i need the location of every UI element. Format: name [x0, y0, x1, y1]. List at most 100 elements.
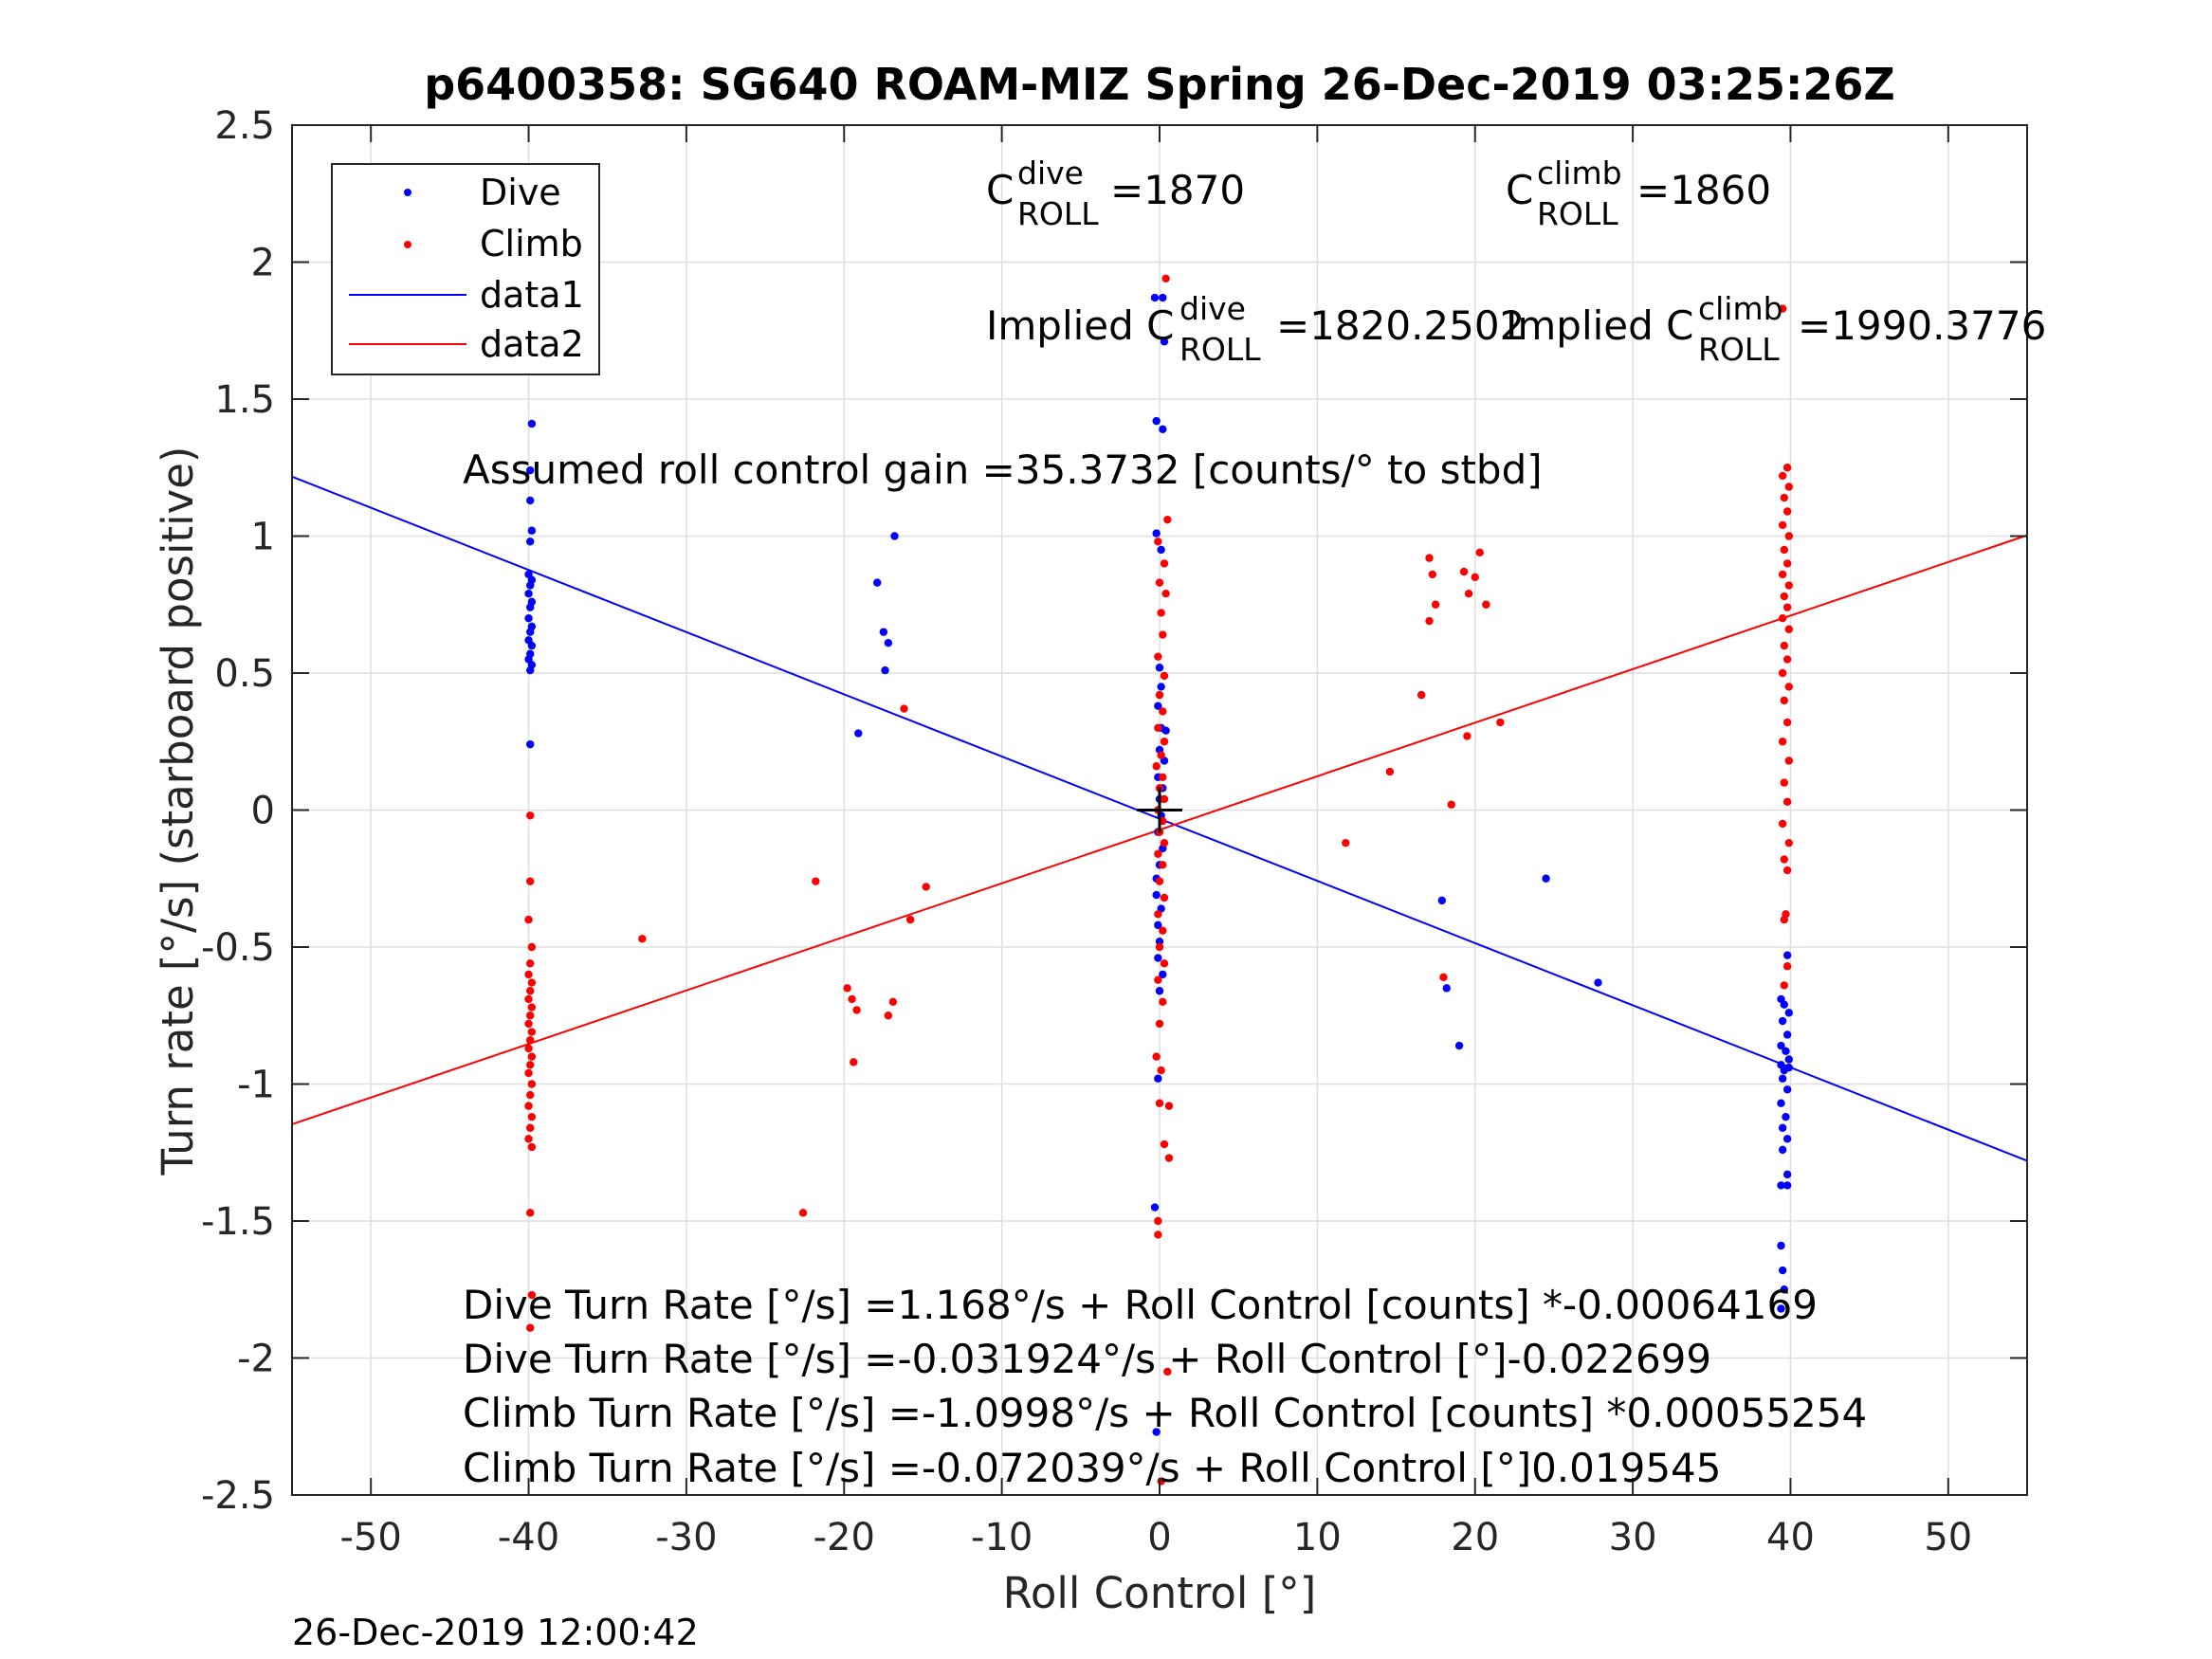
- dive-point: [1150, 1203, 1160, 1212]
- climb-point: [1159, 707, 1167, 716]
- dive-point: [1161, 726, 1170, 735]
- dive-point: [1160, 337, 1169, 346]
- climb-point: [1780, 545, 1789, 555]
- x-tick-label: -50: [340, 1516, 402, 1559]
- climb-point: [1784, 483, 1793, 491]
- dive-point: [1777, 1181, 1785, 1190]
- dive-point: [1159, 425, 1167, 433]
- dive-point: [1437, 896, 1446, 905]
- climb-point: [526, 1012, 535, 1020]
- tick-labels: -50 -40 -30 -20 -10 0 10 20 30 40 50 2.5 2 1.5 1 0.5 0 -0…: [201, 104, 1972, 1559]
- climb-point: [1782, 866, 1792, 875]
- climb-point: [1159, 773, 1167, 782]
- dive-point: [1154, 702, 1162, 710]
- implied-climb-sup: climb: [1698, 290, 1783, 327]
- climb-point: [1482, 600, 1490, 609]
- implied-dive-sub: ROLL: [1179, 331, 1261, 368]
- climb-point: [1159, 997, 1167, 1007]
- climb-point: [1425, 616, 1434, 626]
- climb-point: [1163, 515, 1172, 524]
- climb-point: [1160, 838, 1169, 848]
- climb-point: [1154, 1216, 1162, 1226]
- x-tick-label: -10: [971, 1516, 1033, 1559]
- climb-point: [1463, 732, 1472, 740]
- climb-point: [527, 1080, 537, 1088]
- legend-data2-label: data2: [480, 323, 584, 365]
- climb-point: [1428, 570, 1437, 579]
- dive-point: [1152, 1428, 1161, 1436]
- climb-point: [1475, 548, 1484, 557]
- dive-point: [1777, 1304, 1785, 1313]
- climb-point: [524, 970, 533, 979]
- dive-point: [873, 578, 882, 587]
- c-dive-sup: dive: [1017, 155, 1084, 191]
- dive-point: [1157, 683, 1165, 691]
- climb-point: [524, 1068, 533, 1078]
- climb-point: [1425, 554, 1434, 562]
- climb-point: [1782, 797, 1792, 807]
- implied-dive-annotation: Implied C dive ROLL =1820.2502: [986, 290, 1525, 368]
- dive-point: [526, 496, 535, 505]
- climb-point: [1778, 668, 1787, 678]
- climb-point: [1496, 718, 1505, 727]
- dive-point: [1780, 1000, 1789, 1009]
- legend-data1-label: data1: [480, 274, 584, 316]
- climb-point: [1163, 1367, 1172, 1376]
- climb-point: [850, 1058, 858, 1066]
- climb-counts-equation: Climb Turn Rate [°/s] =-1.0998°/s + Roll…: [463, 1390, 1867, 1436]
- climb-point: [1342, 838, 1350, 848]
- dive-point: [1778, 1266, 1787, 1275]
- climb-point: [1784, 838, 1793, 848]
- dive-point: [890, 532, 899, 540]
- dive-point: [1782, 1170, 1792, 1179]
- climb-point: [1780, 981, 1789, 990]
- dive-point: [1778, 1016, 1787, 1026]
- climb-point: [524, 1102, 533, 1110]
- c-climb-value: =1860: [1636, 167, 1771, 213]
- legend-climb-label: Climb: [480, 223, 583, 264]
- climb-point: [527, 978, 537, 987]
- dive-point: [1782, 1030, 1792, 1039]
- climb-point: [1154, 975, 1162, 984]
- climb-point: [1778, 471, 1787, 481]
- dive-point: [879, 628, 888, 636]
- climb-point: [900, 704, 908, 713]
- dive-point: [526, 665, 535, 675]
- climb-point: [922, 883, 930, 891]
- dive-point: [1777, 1099, 1785, 1107]
- y-tick-label: 1.5: [214, 378, 275, 422]
- climb-point: [1439, 973, 1448, 981]
- climb-point: [1160, 893, 1169, 902]
- climb-point: [1159, 861, 1167, 869]
- dive-point: [1155, 938, 1164, 946]
- climb-point: [1160, 559, 1169, 568]
- climb-point: [1784, 625, 1793, 633]
- climb-point: [1164, 1102, 1174, 1110]
- x-tick-label: 30: [1609, 1516, 1657, 1559]
- c-dive-value: =1870: [1110, 167, 1245, 213]
- dive-point: [526, 465, 535, 475]
- dive-point: [526, 739, 535, 749]
- dive-point: [1782, 951, 1792, 959]
- climb-point: [526, 959, 535, 968]
- implied-climb-value: =1990.3776: [1798, 302, 2046, 349]
- climb-point: [524, 1044, 533, 1053]
- climb-point: [1784, 757, 1793, 765]
- climb-point: [1155, 578, 1164, 587]
- climb-point: [1782, 718, 1792, 727]
- climb-point: [1782, 464, 1792, 472]
- climb-point: [1459, 567, 1469, 576]
- x-tick-label: -20: [814, 1516, 875, 1559]
- dive-point: [527, 419, 537, 428]
- climb-point: [1782, 603, 1792, 611]
- climb-point: [1160, 671, 1169, 681]
- climb-point: [1152, 762, 1161, 771]
- climb-point: [1385, 767, 1395, 776]
- climb-point: [1780, 641, 1789, 650]
- dive-point: [1154, 954, 1162, 962]
- legend-dive-label: Dive: [480, 172, 561, 213]
- implied-climb-annotation: Implied C climb ROLL =1990.3776: [1506, 290, 2046, 368]
- dive-point: [1159, 970, 1167, 979]
- climb-point: [1157, 751, 1165, 759]
- climb-degrees-equation: Climb Turn Rate [°/s] =-0.072039°/s + Ro…: [463, 1445, 1722, 1491]
